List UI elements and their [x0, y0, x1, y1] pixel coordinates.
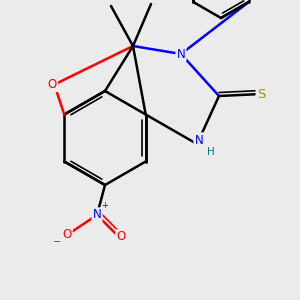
Text: N: N — [195, 134, 203, 146]
Text: O: O — [62, 229, 72, 242]
Text: +: + — [102, 202, 108, 211]
Text: S: S — [257, 88, 265, 100]
Text: O: O — [116, 230, 126, 244]
Text: N: N — [177, 47, 185, 61]
Text: N: N — [93, 208, 101, 221]
Text: O: O — [48, 78, 57, 91]
Text: −: − — [53, 237, 61, 247]
Text: H: H — [207, 147, 215, 157]
